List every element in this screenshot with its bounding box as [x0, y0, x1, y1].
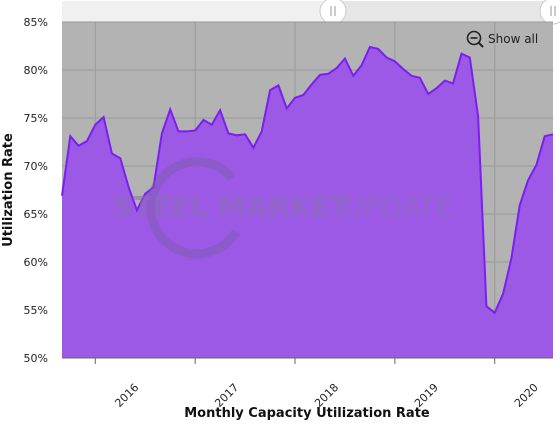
navigator-selection[interactable] — [62, 1, 333, 22]
y-tick-label: 70% — [24, 160, 48, 173]
zoom-out-icon — [466, 30, 484, 48]
x-tick-label: 2016 — [112, 381, 141, 410]
y-tick-label: 75% — [24, 112, 48, 125]
y-tick-label: 65% — [24, 208, 48, 221]
line-series — [61, 45, 554, 315]
watermark: STEEL MARKET UPDATE — [113, 157, 453, 259]
navigator-handle-left[interactable] — [319, 0, 347, 25]
y-axis-title: Utilization Rate — [1, 133, 16, 247]
show-all-label: Show all — [488, 32, 539, 46]
watermark-brand-light: UPDATE — [343, 190, 453, 223]
x-tick-label: 2020 — [512, 381, 541, 410]
area-series — [62, 47, 553, 358]
show-all-button[interactable]: Show all — [466, 29, 538, 49]
y-tick-label: 50% — [24, 352, 48, 365]
y-tick-label: 55% — [24, 304, 48, 317]
y-axis: 50% 55% 60% 65% 70% 75% 80% 85% — [24, 16, 48, 365]
x-axis: 2016 2017 2018 2019 2020 — [94, 358, 541, 410]
y-tick-label: 80% — [24, 64, 48, 77]
watermark-brand-bold: STEEL MARKET — [113, 190, 349, 223]
y-tick-label: 60% — [24, 256, 48, 269]
y-tick-label: 85% — [24, 16, 48, 29]
x-axis-title: Monthly Capacity Utilization Rate — [184, 406, 430, 421]
